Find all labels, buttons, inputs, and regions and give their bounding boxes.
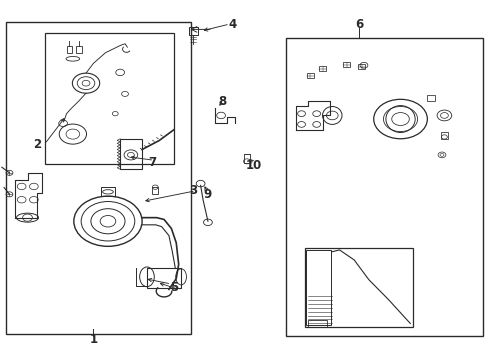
Bar bbox=[44, 33, 173, 164]
Bar bbox=[427, 95, 434, 101]
Bar bbox=[152, 187, 158, 194]
Text: 3: 3 bbox=[189, 184, 197, 197]
Bar bbox=[440, 132, 447, 139]
Text: 7: 7 bbox=[147, 156, 156, 168]
Bar bbox=[76, 46, 82, 53]
Bar bbox=[305, 248, 412, 327]
Bar bbox=[306, 250, 330, 325]
Text: 4: 4 bbox=[228, 18, 236, 31]
Bar bbox=[307, 320, 327, 327]
Text: 1: 1 bbox=[89, 333, 97, 346]
Bar bbox=[285, 39, 483, 336]
Bar bbox=[120, 139, 142, 169]
Bar bbox=[66, 46, 72, 53]
Text: 2: 2 bbox=[33, 138, 41, 150]
Text: 8: 8 bbox=[218, 95, 226, 108]
Bar bbox=[243, 154, 250, 163]
Text: 6: 6 bbox=[354, 18, 363, 31]
Bar bbox=[343, 62, 349, 67]
Bar bbox=[101, 187, 115, 196]
Bar bbox=[188, 27, 197, 35]
Text: 10: 10 bbox=[245, 159, 262, 172]
Text: 5: 5 bbox=[169, 281, 178, 294]
Bar bbox=[319, 66, 325, 71]
Text: 9: 9 bbox=[203, 188, 212, 201]
Bar bbox=[306, 73, 313, 78]
Bar bbox=[147, 268, 181, 288]
Bar bbox=[357, 64, 364, 69]
Bar bbox=[5, 22, 190, 334]
